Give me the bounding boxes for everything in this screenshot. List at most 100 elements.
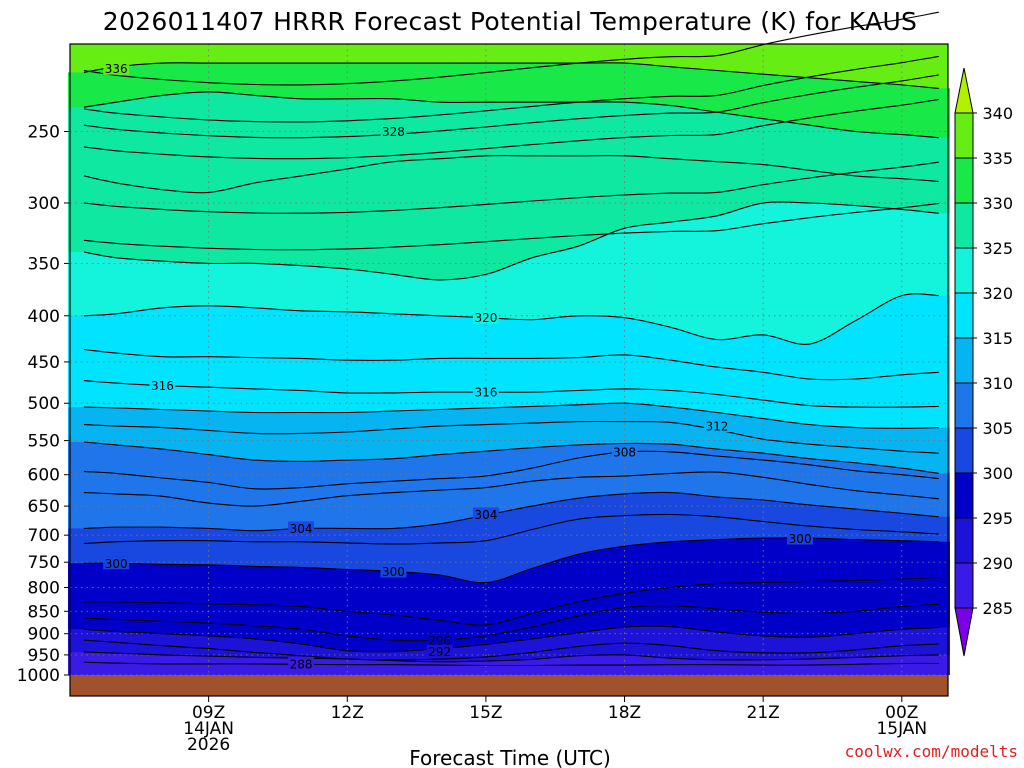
colorbar-segment-335 (954, 112, 974, 159)
contour-308 (83, 450, 939, 490)
colorbar-label-305: 305 (982, 419, 1013, 438)
contour-label-bg-9 (787, 531, 814, 545)
contour-310 (83, 441, 939, 474)
x-tick-label-9-0: 09Z (192, 703, 225, 723)
colorbar-segment-300 (954, 427, 974, 474)
contour-326 (83, 155, 939, 194)
colorbar: 285 290 295 300 305 310 315 320 325 330 335 340 (954, 67, 1013, 657)
contour-label-bg-0 (103, 61, 130, 75)
contour-label-bg-13 (426, 644, 453, 658)
y-tick-label-350: 350 (28, 254, 60, 274)
contour-296 (83, 603, 939, 642)
x-tick-label-18-0: 18Z (608, 703, 641, 723)
contour-329 (83, 98, 939, 160)
colorbar-segment-320 (954, 247, 974, 294)
colorbar-top-arrow (954, 67, 974, 114)
colorbar-segment-310 (954, 337, 974, 384)
contour-label-bg-1 (380, 124, 407, 138)
y-tick-label-400: 400 (28, 307, 60, 327)
contour-324 (83, 202, 939, 251)
contour-label-bg-5 (703, 419, 730, 433)
contour-label-304: 304 (290, 522, 313, 536)
contour-318 (83, 348, 939, 381)
contour-label-300: 300 (105, 557, 128, 571)
contour-304 (83, 491, 939, 532)
y-tick-label-650: 650 (28, 497, 60, 517)
contour-330 (83, 91, 939, 139)
contour-label-bg-3 (149, 378, 176, 392)
y-tick-label-500: 500 (28, 394, 60, 414)
contour-290 (83, 651, 939, 663)
contour-label-bg-4 (472, 385, 499, 399)
contour-331 (83, 74, 939, 139)
x-tick-label-12-0: 12Z (331, 703, 364, 723)
contour-label-bg-2 (472, 310, 499, 324)
contour-333 (83, 55, 939, 123)
colorbar-bottom-arrow (954, 607, 974, 657)
x-axis-label: Forecast Time (UTC) (409, 746, 611, 768)
colorbar-label-335: 335 (982, 149, 1013, 168)
y-tick-label-700: 700 (28, 526, 60, 546)
contour-320 (83, 293, 939, 345)
x-tick-label-9-2: 2026 (187, 735, 230, 755)
colorbar-segment-290 (954, 517, 974, 564)
contour-322 (83, 201, 939, 281)
contour-316 (83, 380, 939, 408)
contour-label-320: 320 (474, 311, 497, 325)
ground-fill (70, 675, 948, 696)
colorbar-label-285: 285 (982, 599, 1013, 618)
colorbar-segment-295 (954, 472, 974, 519)
contour-label-bg-11 (380, 564, 407, 578)
contour-312 (83, 420, 939, 454)
colorbar-label-295: 295 (982, 509, 1013, 528)
contour-label-308: 308 (613, 445, 636, 459)
contour-label-288: 288 (290, 657, 313, 671)
contour-314 (83, 402, 939, 429)
contour-label-336: 336 (105, 62, 128, 76)
contour-292 (83, 639, 939, 661)
colorbar-segment-285 (954, 562, 974, 609)
contour-label-316: 316 (474, 386, 497, 400)
contour-lines (83, 11, 939, 667)
contour-label-300: 300 (382, 565, 405, 579)
contour-label-bg-12 (426, 633, 453, 647)
y-tick-label-850: 850 (28, 602, 60, 622)
y-tick-label-450: 450 (28, 353, 60, 373)
contour-294 (83, 625, 939, 653)
y-tick-label-550: 550 (28, 432, 60, 452)
credit-text: coolwx.com/modelts (845, 742, 1018, 761)
y-tick-label-600: 600 (28, 466, 60, 486)
colorbar-label-320: 320 (982, 284, 1013, 303)
contour-label-bg-7 (472, 507, 499, 521)
y-tick-label-800: 800 (28, 579, 60, 599)
contour-label-300: 300 (789, 532, 812, 546)
contour-306 (83, 471, 939, 507)
plot-area (68, 44, 950, 696)
x-tick-label-15-0: 15Z (469, 703, 502, 723)
y-tick-label-1000: 1000 (17, 666, 60, 686)
contour-label-292: 292 (428, 645, 451, 659)
plot-frame (69, 43, 949, 697)
colorbar-label-315: 315 (982, 329, 1013, 348)
contour-label-bg-14 (288, 656, 315, 670)
contour-label-304: 304 (474, 508, 497, 522)
colorbar-segment-315 (954, 292, 974, 339)
y-tick-label-750: 750 (28, 553, 60, 573)
contour-label-312: 312 (705, 420, 728, 434)
colorbar-label-310: 310 (982, 374, 1013, 393)
contour-label-bg-10 (103, 556, 130, 570)
ground-layer (70, 675, 948, 696)
x-tick-label-24-1: 15JAN (876, 719, 927, 739)
chart-title: 2026011407 HRRR Forecast Potential Tempe… (103, 7, 917, 36)
y-tick-label-900: 900 (28, 625, 60, 645)
colorbar-label-340: 340 (982, 104, 1013, 123)
contour-302 (83, 513, 939, 545)
contour-label-bg-6 (611, 444, 638, 458)
contour-298 (83, 577, 939, 626)
y-tick-label-300: 300 (28, 194, 60, 214)
colorbar-label-325: 325 (982, 239, 1013, 258)
contour-327 (83, 161, 939, 214)
